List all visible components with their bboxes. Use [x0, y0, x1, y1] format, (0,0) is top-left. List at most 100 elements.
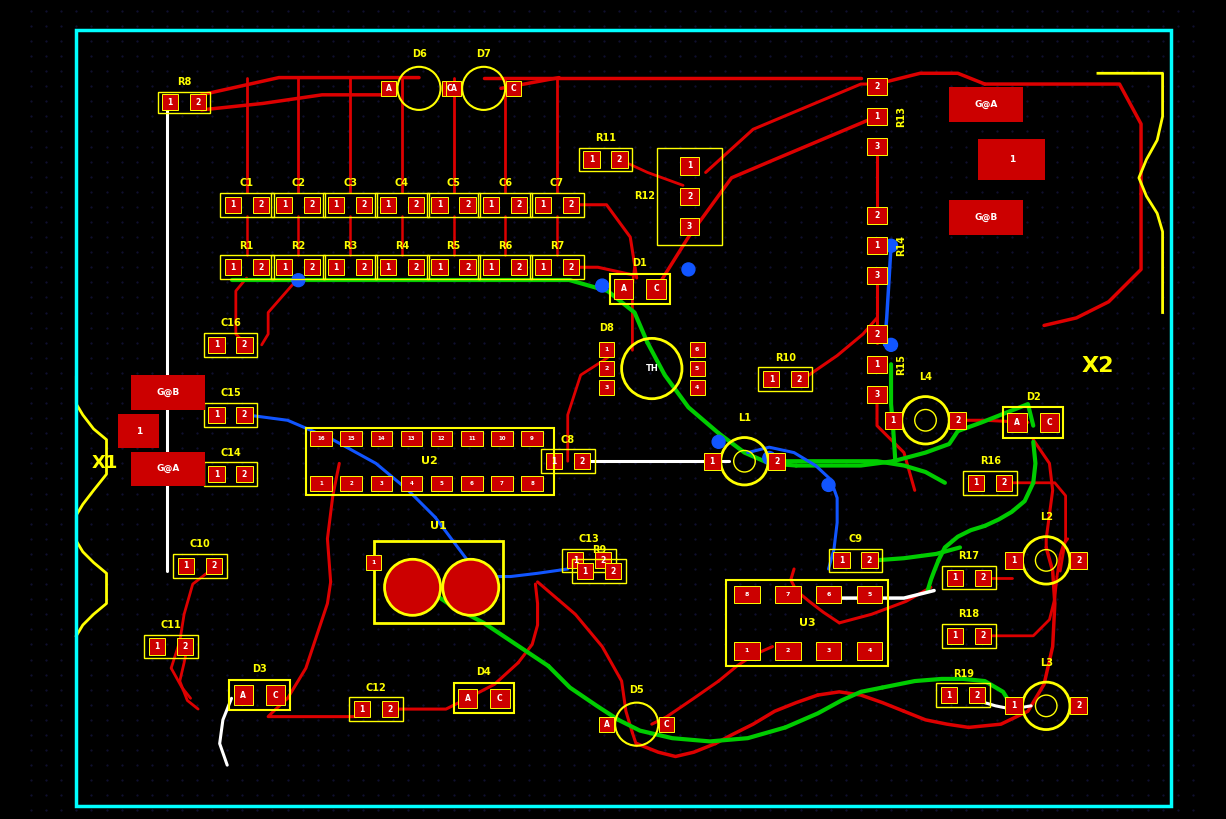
Circle shape: [292, 274, 305, 287]
Bar: [310, 477, 332, 491]
Bar: [430, 477, 452, 491]
Text: 1: 1: [839, 556, 843, 565]
Text: 2: 2: [362, 201, 367, 209]
Text: 2: 2: [362, 263, 367, 272]
Bar: [237, 337, 253, 353]
Text: TH: TH: [645, 364, 658, 373]
Text: 2: 2: [797, 375, 802, 384]
Bar: [304, 197, 320, 213]
Text: 1: 1: [359, 704, 364, 713]
Bar: [432, 259, 447, 275]
Text: C8: C8: [560, 435, 575, 445]
Bar: [1008, 413, 1027, 432]
Text: L3: L3: [1040, 658, 1053, 667]
Bar: [430, 431, 452, 446]
Bar: [219, 193, 273, 216]
Bar: [483, 259, 499, 275]
Bar: [208, 407, 224, 423]
Circle shape: [885, 338, 897, 351]
Bar: [815, 586, 841, 604]
Text: 1: 1: [333, 201, 338, 209]
Bar: [173, 554, 227, 577]
Text: 2: 2: [183, 642, 188, 651]
Bar: [609, 274, 671, 304]
Text: 1: 1: [385, 201, 390, 209]
Text: D5: D5: [629, 685, 644, 695]
Bar: [679, 218, 699, 235]
Bar: [478, 193, 532, 216]
Bar: [380, 259, 396, 275]
Text: 1: 1: [489, 201, 494, 209]
Text: U2: U2: [422, 456, 438, 466]
Text: R15: R15: [896, 354, 906, 375]
Text: 1: 1: [951, 631, 958, 640]
Bar: [381, 81, 396, 96]
Text: 1: 1: [1009, 155, 1015, 164]
Bar: [949, 201, 1022, 235]
Text: C11: C11: [161, 620, 181, 630]
Bar: [946, 569, 962, 586]
Text: 1: 1: [385, 263, 390, 272]
Text: 2: 2: [980, 631, 986, 640]
Text: 1: 1: [136, 427, 142, 436]
Text: 1: 1: [744, 649, 749, 654]
Bar: [432, 197, 447, 213]
Bar: [219, 256, 273, 279]
Bar: [190, 94, 206, 111]
Bar: [759, 368, 813, 391]
Text: 1: 1: [213, 341, 219, 350]
Text: 1: 1: [230, 263, 235, 272]
Text: R18: R18: [958, 609, 980, 619]
Text: 2: 2: [242, 469, 248, 478]
Text: C: C: [664, 720, 669, 729]
Bar: [942, 566, 996, 590]
Bar: [492, 477, 512, 491]
Text: A: A: [620, 284, 626, 293]
Bar: [733, 586, 760, 604]
Bar: [937, 683, 991, 707]
Text: 4: 4: [409, 482, 413, 486]
Bar: [949, 412, 966, 429]
Bar: [145, 635, 199, 658]
Text: C7: C7: [550, 179, 564, 188]
Bar: [612, 152, 628, 168]
Bar: [158, 92, 210, 113]
Bar: [441, 81, 457, 96]
Text: 2: 2: [465, 263, 470, 272]
Text: 10: 10: [498, 436, 506, 441]
Bar: [541, 450, 595, 473]
Bar: [324, 193, 378, 216]
Bar: [530, 193, 584, 216]
Text: 6: 6: [826, 592, 831, 597]
Text: U3: U3: [798, 618, 815, 628]
Bar: [511, 197, 527, 213]
Text: A: A: [603, 720, 609, 729]
Bar: [733, 642, 760, 659]
Text: 8: 8: [744, 592, 749, 597]
Text: 8: 8: [530, 482, 535, 486]
Text: 1: 1: [588, 155, 595, 164]
Bar: [329, 259, 345, 275]
Bar: [460, 197, 476, 213]
Text: 2: 2: [687, 192, 693, 201]
Bar: [276, 259, 293, 275]
Circle shape: [443, 559, 499, 615]
Bar: [563, 259, 579, 275]
Text: 1: 1: [333, 263, 338, 272]
Text: R16: R16: [980, 456, 1000, 466]
Text: 5: 5: [867, 592, 872, 597]
Text: U1: U1: [430, 521, 446, 531]
Text: 2: 2: [516, 263, 522, 272]
Text: 1: 1: [489, 263, 494, 272]
Text: R3: R3: [343, 241, 357, 251]
Bar: [375, 193, 429, 216]
Text: A: A: [240, 690, 246, 699]
Text: R8: R8: [177, 77, 191, 87]
Text: 3: 3: [874, 271, 879, 280]
Bar: [964, 471, 1018, 495]
Text: 7: 7: [500, 482, 504, 486]
Text: C: C: [497, 694, 503, 703]
Circle shape: [823, 478, 835, 491]
Text: R5: R5: [446, 241, 461, 251]
Bar: [461, 431, 483, 446]
